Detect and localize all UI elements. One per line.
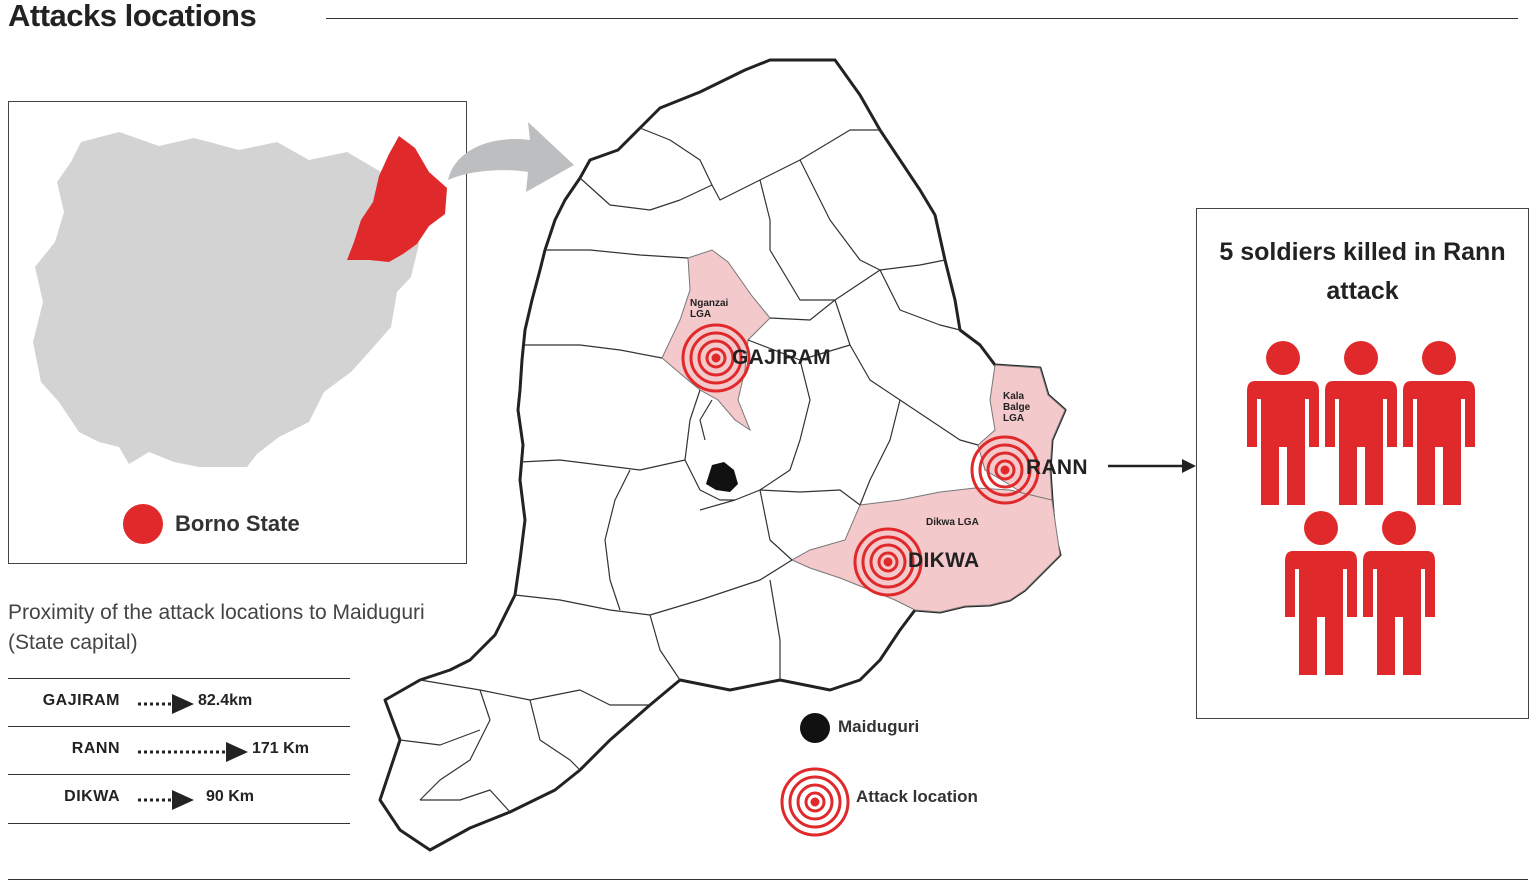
title-rule: [326, 18, 1518, 19]
rann-to-panel-arrow-icon: [1108, 459, 1196, 473]
attack-marker-rann: [970, 435, 1040, 505]
soldier-icon: [1247, 341, 1319, 505]
proximity-row: DIKWA 90 Km: [8, 774, 350, 824]
dikwa-lga-area: [790, 487, 1061, 613]
curved-arrow-icon: [448, 122, 574, 192]
lga-label-line: Dikwa LGA: [926, 517, 979, 528]
casualties-headline: 5 soldiers killed in Rann attack: [1219, 238, 1506, 305]
kala-balge-lga-label: Kala Balge LGA: [1003, 391, 1030, 424]
dikwa-town-label: DIKWA: [908, 549, 980, 572]
borno-legend-label: Borno State: [175, 511, 300, 536]
page-title: Attacks locations: [8, 0, 257, 33]
gajiram-town-label: GAJIRAM: [732, 346, 831, 369]
casualties-panel: 5 soldiers killed in Rann attack: [1196, 208, 1529, 719]
proximity-title: Proximity of the attack locations to Mai…: [8, 601, 425, 654]
lga-label-line: Nganzai: [690, 298, 729, 309]
dotted-arrow-icon: [138, 694, 194, 714]
lga-label-line: Kala: [1003, 391, 1025, 402]
dotted-arrow-icon: [138, 790, 194, 810]
borno-state-outline: [378, 58, 1067, 852]
maiduguri-shape: [706, 462, 738, 492]
maiduguri-legend-icon: [800, 713, 830, 743]
soldier-icon: [1325, 341, 1397, 505]
nigeria-inset-map: Borno State: [8, 101, 467, 564]
proximity-town: RANN: [71, 740, 120, 757]
nganzai-lga-label: Nganzai LGA: [690, 298, 728, 320]
bottom-rule: [8, 879, 1528, 880]
lga-borders: [399, 127, 979, 813]
proximity-row: GAJIRAM 82.4km: [8, 678, 350, 726]
inset-legend: Borno State: [123, 504, 300, 544]
soldier-icon: [1363, 511, 1435, 675]
lga-label-line: LGA: [690, 309, 712, 320]
soldier-icon: [1285, 511, 1357, 675]
soldier-icon: [1403, 341, 1475, 505]
attack-legend-label: Attack location: [856, 787, 978, 806]
proximity-table: GAJIRAM 82.4km RANN 171 Km DIKWA 90 Km: [8, 678, 350, 824]
dikwa-lga-label: Dikwa LGA: [926, 517, 979, 528]
lga-label-line: Balge: [1003, 402, 1031, 413]
attack-marker-dikwa: [853, 527, 923, 597]
borno-state-shape: [347, 136, 447, 262]
lga-label-line: LGA: [1003, 413, 1025, 424]
proximity-town: DIKWA: [64, 788, 120, 805]
proximity-distance: 90 Km: [206, 788, 255, 805]
proximity-town: GAJIRAM: [42, 692, 120, 709]
borno-legend-swatch: [123, 504, 163, 544]
attack-marker-gajiram: [681, 323, 751, 393]
attack-legend-icon: [780, 767, 850, 837]
nigeria-shape: [33, 132, 419, 467]
proximity-distance: 171 Km: [252, 740, 309, 757]
rann-town-label: RANN: [1026, 456, 1088, 479]
proximity-row: RANN 171 Km: [8, 726, 350, 774]
nigeria-outline-svg: [33, 132, 447, 467]
dotted-arrow-icon: [138, 742, 248, 762]
proximity-distance: 82.4km: [198, 692, 253, 709]
maiduguri-legend-label: Maiduguri: [838, 717, 920, 736]
